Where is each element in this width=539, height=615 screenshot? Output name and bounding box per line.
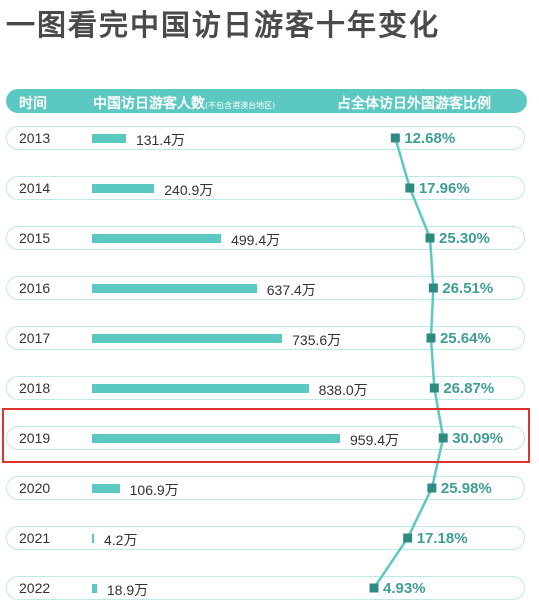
table-header: 时间 中国访日游客人数(不包含港澳台地区) 占全体访日外国游客比例 — [6, 89, 527, 113]
share-percent-label: 26.87% — [443, 380, 495, 397]
visitor-count-bar — [92, 334, 283, 343]
page-title: 一图看完中国访日游客十年变化 — [6, 8, 441, 42]
visitor-count-label: 18.9万 — [106, 582, 149, 598]
year-label: 2021 — [19, 530, 51, 546]
header-count-note: (不包含港澳台地区) — [205, 101, 276, 110]
year-label: 2020 — [19, 480, 51, 496]
share-percent-label: 25.30% — [439, 230, 490, 247]
visitor-count-label: 4.2万 — [104, 532, 138, 548]
year-label: 2017 — [19, 330, 51, 346]
visitor-count-label: 106.9万 — [129, 482, 179, 498]
visitor-count-label: 838.0万 — [318, 382, 368, 398]
table-row: 2017 735.6万 25.64% — [6, 326, 525, 350]
highlight-box-2019 — [2, 408, 530, 463]
header-count-label: 中国访日游客人数 — [93, 96, 205, 112]
visitor-count-bar — [92, 434, 340, 443]
table-row: 2015 499.4万 25.30% — [6, 226, 525, 250]
visitor-count-label: 499.4万 — [231, 232, 281, 248]
table-row: 2020 106.9万 25.98% — [6, 476, 525, 500]
share-percent-label: 4.93% — [383, 580, 426, 597]
share-percent-label: 17.18% — [416, 530, 468, 547]
visitor-count-label: 131.4万 — [135, 132, 185, 148]
share-percent-label: 25.64% — [439, 330, 491, 347]
header-share: 占全体访日外国游客比例 — [337, 96, 491, 112]
share-percent-label: 17.96% — [418, 180, 470, 197]
visitor-count-bar — [92, 534, 94, 543]
table-row: 2018 838.0万 26.87% — [6, 376, 525, 400]
visitor-count-label: 735.6万 — [292, 332, 342, 348]
year-label: 2014 — [19, 180, 51, 196]
table-row: 2021 4.2万 17.18% — [6, 526, 525, 550]
visitor-count-bar — [92, 184, 155, 193]
share-percent-label: 30.09% — [452, 430, 504, 447]
visitor-count-label: 637.4万 — [266, 282, 316, 298]
visitor-count-bar — [92, 234, 222, 243]
year-label: 2015 — [19, 230, 51, 246]
header-year: 时间 — [19, 96, 47, 112]
visitor-count-label: 240.9万 — [164, 182, 214, 198]
share-percent-label: 26.51% — [442, 280, 494, 297]
year-label: 2019 — [19, 430, 51, 446]
year-label: 2018 — [19, 380, 51, 396]
table-row: 2016 637.4万 26.51% — [6, 276, 525, 300]
share-percent-label: 25.98% — [440, 480, 492, 497]
year-label: 2013 — [19, 130, 51, 146]
header-count: 中国访日游客人数(不包含港澳台地区) — [93, 93, 275, 113]
table-row: 2022 18.9万 4.93% — [6, 576, 525, 600]
visitor-count-bar — [92, 484, 120, 493]
year-label: 2022 — [19, 580, 51, 596]
visitor-count-bar — [92, 384, 309, 393]
year-label: 2016 — [19, 280, 51, 296]
share-percent-label: 12.68% — [404, 130, 456, 147]
visitor-count-bar — [92, 284, 257, 293]
table-row: 2014 240.9万 17.96% — [6, 176, 525, 200]
share-trend-line — [372, 137, 445, 589]
table-row: 2013 131.4万 12.68% — [6, 126, 525, 150]
visitor-count-bar — [92, 134, 126, 143]
visitor-count-bar — [92, 584, 97, 593]
